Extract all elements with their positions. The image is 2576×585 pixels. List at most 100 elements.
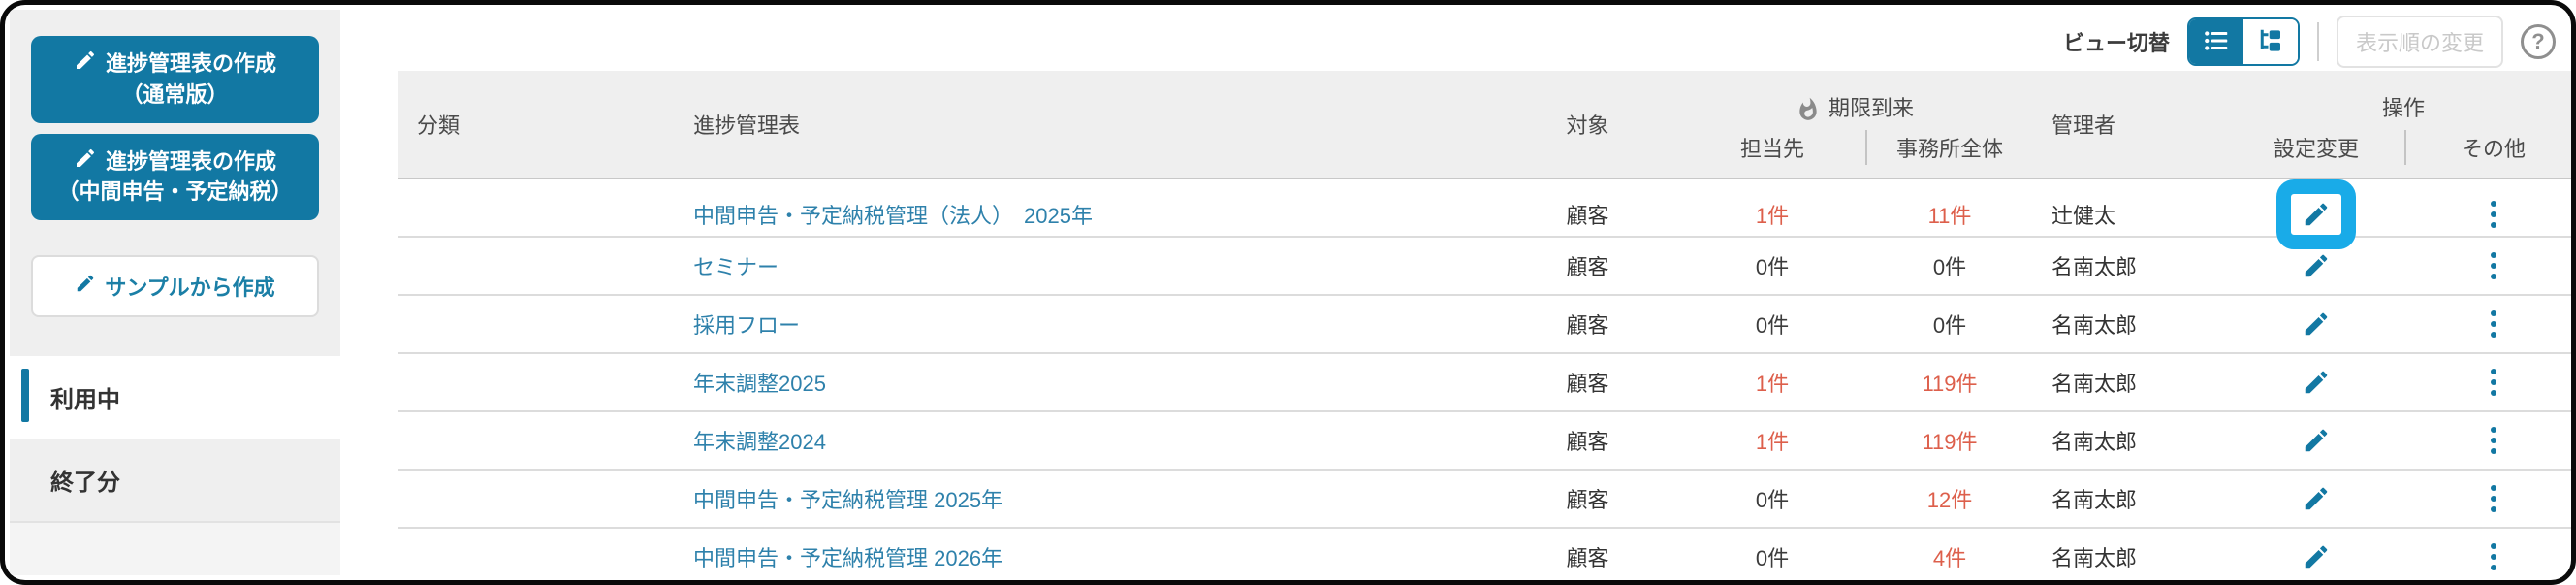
- table-row: 中間申告・予定納税管理 2026年 顧客 0件 4件 名南太郎: [398, 529, 2571, 580]
- cell-other: [2406, 471, 2571, 527]
- header-name: 進捗管理表: [693, 114, 801, 138]
- view-toggle: [2186, 17, 2300, 66]
- header-target: 対象: [1566, 114, 1609, 138]
- header-settings-change: 設定変更: [2226, 124, 2406, 178]
- sidebar-item-finished[interactable]: 終了分: [10, 439, 340, 521]
- help-icon[interactable]: ?: [2521, 24, 2556, 59]
- kebab-menu-button[interactable]: [2491, 543, 2496, 570]
- cell-category: [398, 354, 674, 410]
- edit-pencil-button[interactable]: [2302, 542, 2331, 571]
- kebab-menu-button[interactable]: [2491, 485, 2496, 512]
- create-from-sample-button[interactable]: サンプルから作成: [31, 255, 319, 318]
- header-deadline-group: 期限到来: [1677, 71, 2032, 124]
- sidebar-item-label: 利用中: [50, 387, 120, 414]
- cell-due-office: 0件: [1932, 255, 1967, 279]
- cell-target: 顧客: [1566, 430, 1609, 454]
- progress-table-link[interactable]: 中間申告・予定納税管理（法人） 2025年: [693, 204, 1093, 228]
- edit-pencil-button[interactable]: [2302, 251, 2331, 280]
- cell-other: [2406, 296, 2571, 352]
- table-row: 中間申告・予定納税管理（法人） 2025年 顧客 1件 11件 辻健太: [398, 179, 2571, 249]
- kebab-menu-button[interactable]: [2491, 201, 2496, 228]
- table-header: 分類 進捗管理表 対象 期限到来 担当先 事務所全体 管理者 操作 設定変更 そ…: [398, 71, 2571, 179]
- cell-target: 顧客: [1566, 372, 1609, 396]
- tree-view-button[interactable]: [2242, 19, 2298, 64]
- flame-icon: [1796, 97, 1821, 122]
- toolbar-divider: [2316, 22, 2319, 61]
- cell-due-client: 0件: [1755, 488, 1790, 512]
- edit-pencil-button[interactable]: [2302, 484, 2331, 513]
- cell-due-office: 119件: [1922, 372, 1978, 396]
- cell-manager: 名南太郎: [2051, 546, 2138, 570]
- cell-due-client: 1件: [1755, 430, 1790, 454]
- cell-due-client: 1件: [1755, 204, 1790, 228]
- button-label-line1: 進捗管理表の作成: [105, 148, 276, 174]
- highlight-annotation: [2276, 179, 2356, 249]
- edit-pencil-button[interactable]: [2302, 309, 2331, 339]
- kebab-menu-button[interactable]: [2491, 310, 2496, 338]
- progress-table-link[interactable]: 年末調整2024: [693, 430, 826, 454]
- cell-due-client: 1件: [1755, 372, 1790, 396]
- cell-manager: 名南太郎: [2051, 313, 2138, 338]
- cell-due-office: 0件: [1932, 313, 1967, 338]
- kebab-menu-button[interactable]: [2491, 252, 2496, 279]
- cell-category: [398, 412, 674, 469]
- table-row: 採用フロー 顧客 0件 0件 名南太郎: [398, 296, 2571, 354]
- list-view-button[interactable]: [2188, 19, 2243, 64]
- cell-name: 中間申告・予定納税管理 2025年: [674, 471, 1498, 527]
- cell-due-office: 119件: [1922, 430, 1978, 454]
- kebab-menu-button[interactable]: [2491, 427, 2496, 454]
- progress-table-link[interactable]: 年末調整2025: [693, 372, 826, 396]
- cell-other: [2406, 412, 2571, 469]
- cell-other: [2406, 529, 2571, 580]
- cell-other: [2406, 179, 2571, 249]
- create-progress-table-interim-button[interactable]: 進捗管理表の作成 （中間申告・予定納税）: [31, 133, 319, 221]
- sidebar-nav: 利用中 終了分: [10, 356, 340, 575]
- edit-pencil-button[interactable]: [2302, 426, 2331, 455]
- change-display-order-button[interactable]: 表示順の変更: [2336, 16, 2503, 68]
- highlight-annotation: [2302, 309, 2331, 339]
- cell-other: [2406, 354, 2571, 410]
- cell-due-office: 11件: [1927, 204, 1972, 228]
- sidebar-item-label: 終了分: [50, 470, 120, 497]
- cell-manager: 辻健太: [2051, 204, 2116, 228]
- button-label-line2: （中間申告・予定納税）: [57, 179, 293, 205]
- progress-table-link[interactable]: 中間申告・予定納税管理 2025年: [693, 488, 1003, 512]
- edit-pencil-button[interactable]: [2302, 200, 2331, 229]
- header-category: 分類: [417, 114, 461, 138]
- sidebar-button-group: 進捗管理表の作成 （通常版） 進捗管理表の作成 （中間申告・予定納税） サンプル…: [10, 10, 340, 318]
- highlight-annotation: [2302, 368, 2331, 397]
- header-manager: 管理者: [2051, 114, 2116, 138]
- button-label-line2: （通常版）: [121, 81, 229, 107]
- cell-settings-change: [2226, 296, 2406, 352]
- cell-category: [398, 296, 674, 352]
- header-due-client: 担当先: [1677, 124, 1867, 178]
- progress-table-link[interactable]: セミナー: [693, 255, 779, 279]
- cell-due-office: 4件: [1932, 546, 1967, 570]
- cell-target: 顧客: [1566, 313, 1609, 338]
- cell-target: 顧客: [1566, 255, 1609, 279]
- kebab-menu-button[interactable]: [2491, 369, 2496, 396]
- progress-table-link[interactable]: 採用フロー: [693, 313, 801, 338]
- cell-category: [398, 529, 674, 580]
- table-row: セミナー 顧客 0件 0件 名南太郎: [398, 238, 2571, 296]
- progress-table-link[interactable]: 中間申告・予定納税管理 2026年: [693, 546, 1003, 570]
- create-progress-table-normal-button[interactable]: 進捗管理表の作成 （通常版）: [31, 36, 319, 123]
- tree-view-icon: [2256, 26, 2285, 58]
- header-operation-group: 操作: [2381, 96, 2425, 120]
- progress-table: 分類 進捗管理表 対象 期限到来 担当先 事務所全体 管理者 操作 設定変更 そ…: [398, 71, 2571, 580]
- highlight-annotation: [2302, 426, 2331, 455]
- toolbar: ビュー切替: [2063, 16, 2556, 68]
- sidebar-item-in-use[interactable]: 利用中: [10, 356, 340, 439]
- edit-pencil-button[interactable]: [2302, 368, 2331, 397]
- cell-settings-change: [2226, 238, 2406, 294]
- cell-name: セミナー: [674, 238, 1498, 294]
- cell-settings-change: [2226, 179, 2406, 249]
- pencil-icon: [74, 146, 97, 179]
- cell-due-office: 12件: [1926, 488, 1973, 512]
- cell-category: [398, 238, 674, 294]
- cell-name: 中間申告・予定納税管理（法人） 2025年: [674, 179, 1498, 249]
- active-indicator-bar: [21, 368, 29, 423]
- cell-settings-change: [2226, 412, 2406, 469]
- header-deadline-label: 期限到来: [1828, 96, 1914, 120]
- cell-category: [398, 471, 674, 527]
